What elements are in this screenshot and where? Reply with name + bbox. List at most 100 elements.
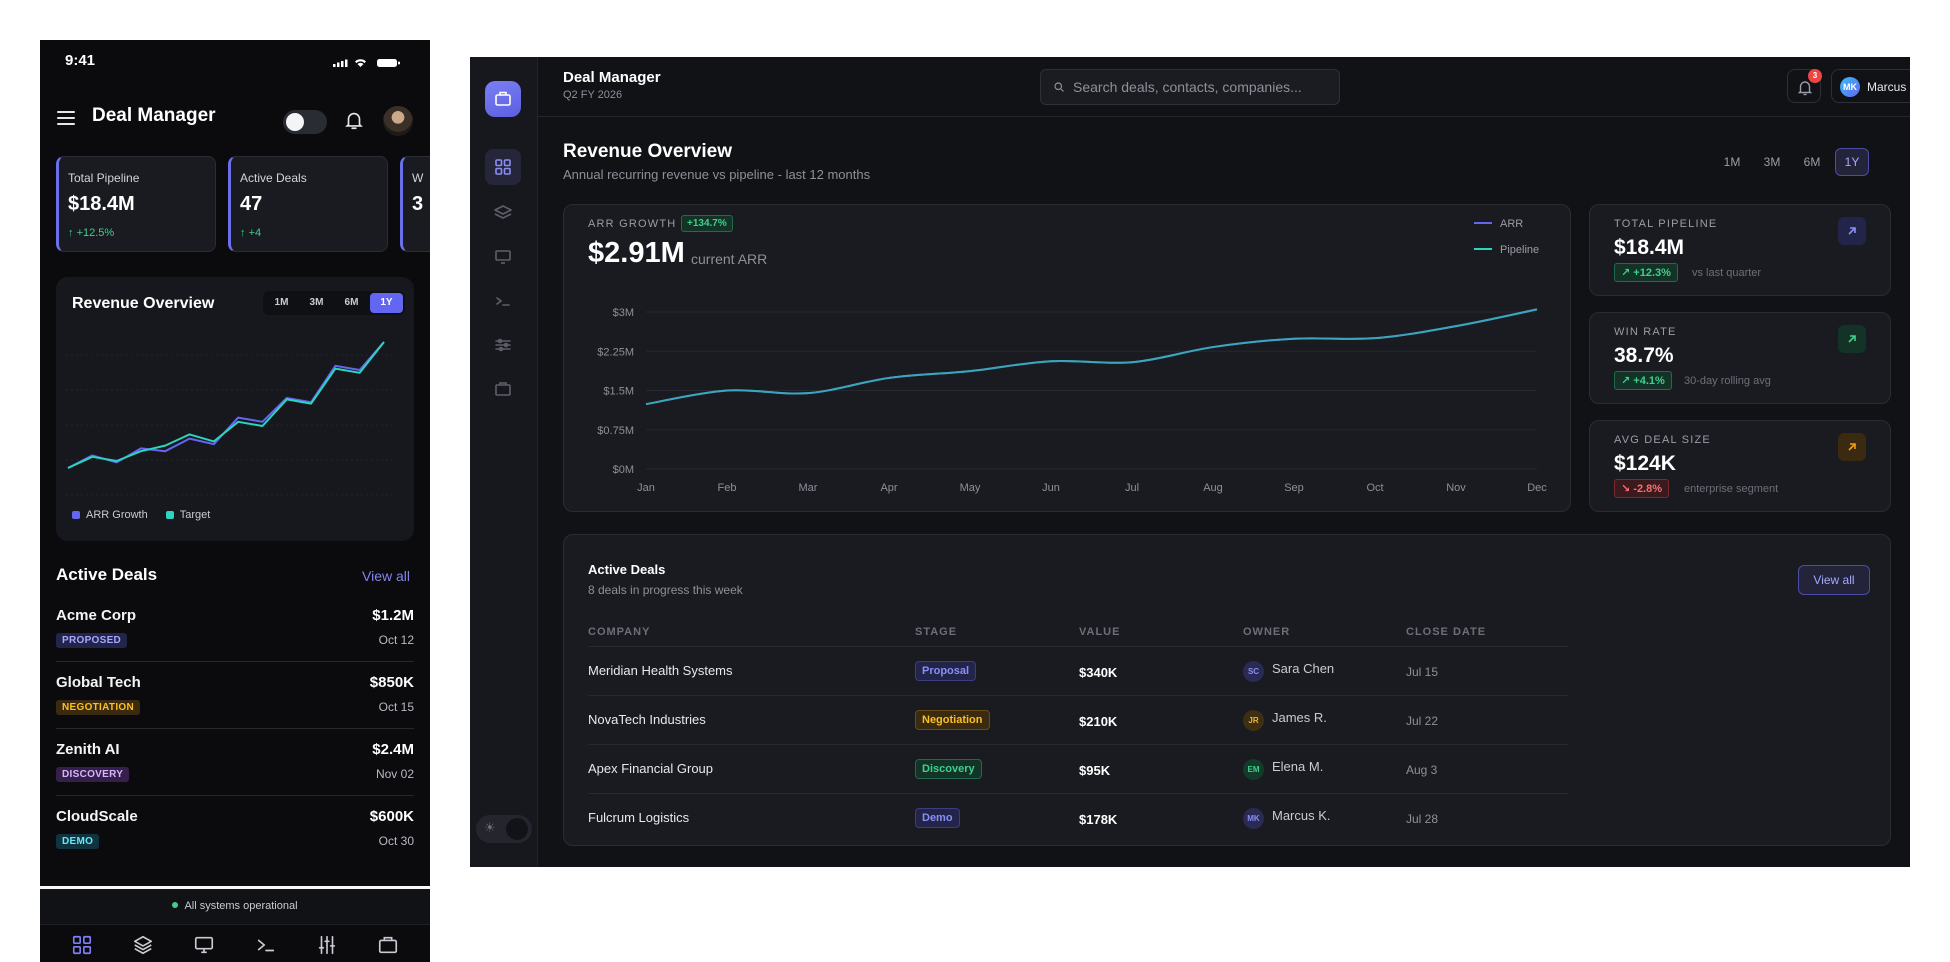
range-6m[interactable]: 6M xyxy=(1803,155,1821,169)
sliders-icon[interactable] xyxy=(316,934,338,956)
monitor-icon[interactable] xyxy=(491,245,515,269)
arr-value: $2.91M xyxy=(588,237,685,269)
grid-icon[interactable] xyxy=(71,934,93,956)
stage-badge: Demo xyxy=(915,808,960,828)
revenue-title: Revenue Overview xyxy=(72,295,215,312)
range-3m[interactable]: 3M xyxy=(1763,155,1781,169)
bell-icon xyxy=(1797,81,1813,96)
x-tick-label: Oct xyxy=(1366,482,1383,494)
range-1y[interactable]: 1Y xyxy=(1835,148,1869,176)
table-row[interactable]: Fulcrum Logistics Demo $178K MK Marcus K.… xyxy=(588,793,1568,842)
mobile-revenue-chart xyxy=(66,341,396,496)
deal-row[interactable]: Zenith AI DISCOVERY $2.4M Nov 02 xyxy=(56,729,414,796)
mobile-header: Deal Manager xyxy=(40,95,430,145)
series-line-arr xyxy=(645,308,1538,406)
stat-card-partial[interactable]: W 3 xyxy=(400,156,430,252)
layers-icon[interactable] xyxy=(132,934,154,956)
table-row[interactable]: Meridian Health Systems Proposal $340K S… xyxy=(588,646,1568,695)
x-tick-label: Jan xyxy=(637,482,655,494)
arrow-up-right-icon[interactable] xyxy=(1838,433,1866,461)
y-tick-label: $1.5M xyxy=(603,386,634,398)
theme-toggle[interactable]: ☀ xyxy=(476,815,532,843)
view-all-link[interactable]: View all xyxy=(362,568,410,584)
deals-title: Active Deals xyxy=(588,562,666,577)
table-row[interactable]: Apex Financial Group Discovery $95K EM El… xyxy=(588,744,1568,793)
cell-company: NovaTech Industries xyxy=(588,712,706,727)
cell-owner: EM Elena M. xyxy=(1243,759,1323,780)
arrow-up-right-icon[interactable] xyxy=(1838,325,1866,353)
stage-badge: DISCOVERY xyxy=(56,767,130,782)
avatar: MK xyxy=(1243,808,1264,829)
kpi-value: $124K xyxy=(1614,452,1676,475)
status-bar: 9:41 xyxy=(40,40,430,78)
trend-up-icon: ↗ xyxy=(1621,267,1631,279)
active-deals-table: Active Deals 8 deals in progress this we… xyxy=(563,534,1891,846)
arr-chart-panel: ARR GROWTH +134.7% $2.91M current ARR AR… xyxy=(563,204,1571,512)
range-1m[interactable]: 1M xyxy=(1723,155,1741,169)
status-dot-icon xyxy=(172,902,179,908)
grid-icon xyxy=(495,159,511,175)
terminal-icon[interactable] xyxy=(491,289,515,313)
column-header[interactable]: CLOSE DATE xyxy=(1406,626,1487,638)
theme-toggle[interactable] xyxy=(283,110,327,134)
sun-icon: ☀ xyxy=(484,820,496,835)
user-menu[interactable]: MK Marcus K. xyxy=(1831,69,1910,103)
stat-change: ↑ +4 xyxy=(240,227,262,239)
cell-value: $95K xyxy=(1079,763,1111,778)
range-3m[interactable]: 3M xyxy=(309,297,324,308)
deal-company: CloudScale xyxy=(56,808,138,825)
y-tick-label: $0M xyxy=(613,464,634,476)
monitor-icon[interactable] xyxy=(193,934,215,956)
revenue-card: Revenue Overview 1M 3M 6M 1Y ARR Growth … xyxy=(56,277,414,541)
stat-change: ↑ +12.5% xyxy=(68,227,115,239)
kpi-value: $18.4M xyxy=(1614,236,1685,259)
deal-amount: $2.4M xyxy=(372,741,414,758)
cell-owner: SC Sara Chen xyxy=(1243,661,1334,682)
menu-icon[interactable] xyxy=(57,111,75,125)
kpi-label: TOTAL PIPELINE xyxy=(1614,218,1718,230)
kpi-change: ↗ +4.1% xyxy=(1614,371,1672,390)
app-logo[interactable] xyxy=(485,81,521,117)
sliders-icon[interactable] xyxy=(491,333,515,357)
mobile-app: 9:41 Deal Manager Total Pipeline $18.4M … xyxy=(40,40,430,962)
stage-badge: Negotiation xyxy=(915,710,990,730)
active-deals-heading: Active Deals xyxy=(56,565,158,584)
arrow-up-right-icon[interactable] xyxy=(1838,217,1866,245)
column-header[interactable]: STAGE xyxy=(915,626,958,638)
stage-badge: PROPOSED xyxy=(56,633,128,648)
x-tick-label: Aug xyxy=(1203,482,1223,494)
range-6m[interactable]: 6M xyxy=(344,297,359,308)
deal-date: Oct 12 xyxy=(378,633,414,647)
terminal-icon[interactable] xyxy=(255,934,277,956)
kpi-total-pipeline: TOTAL PIPELINE $18.4M ↗ +12.3% vs last q… xyxy=(1589,204,1891,296)
column-header[interactable]: VALUE xyxy=(1079,626,1121,638)
briefcase-icon[interactable] xyxy=(491,377,515,401)
deal-company: Global Tech xyxy=(56,674,141,691)
bell-icon[interactable] xyxy=(343,109,365,131)
x-tick-label: May xyxy=(960,482,981,494)
briefcase-icon[interactable] xyxy=(377,934,399,956)
stage-badge: NEGOTIATION xyxy=(56,700,141,715)
range-1m[interactable]: 1M xyxy=(274,297,289,308)
avatar[interactable] xyxy=(383,106,413,136)
cell-close-date: Jul 22 xyxy=(1406,714,1439,728)
range-selector: 1M 3M 6M 1Y xyxy=(1715,148,1869,176)
view-all-button[interactable]: View all xyxy=(1798,565,1870,595)
deal-row[interactable]: Acme Corp PROPOSED $1.2M Oct 12 xyxy=(56,595,414,662)
deal-row[interactable]: Global Tech NEGOTIATION $850K Oct 15 xyxy=(56,662,414,729)
sidebar-item-dashboard[interactable] xyxy=(485,149,521,185)
series-line-target xyxy=(67,341,385,469)
stat-card-pipeline[interactable]: Total Pipeline $18.4M ↑ +12.5% xyxy=(56,156,216,252)
column-header[interactable]: COMPANY xyxy=(588,626,651,638)
table-row[interactable]: NovaTech Industries Negotiation $210K JR… xyxy=(588,695,1568,744)
stats-carousel[interactable]: Total Pipeline $18.4M ↑ +12.5% Active De… xyxy=(56,156,430,254)
notifications-button[interactable] xyxy=(1787,69,1821,103)
column-header[interactable]: OWNER xyxy=(1243,626,1291,638)
stat-card-active-deals[interactable]: Active Deals 47 ↑ +4 xyxy=(228,156,388,252)
deal-row[interactable]: CloudScale DEMO $600K Oct 30 xyxy=(56,796,414,863)
layers-icon[interactable] xyxy=(491,201,515,225)
arr-growth-badge: +134.7% xyxy=(681,215,733,232)
search-input[interactable]: Search deals, contacts, companies... xyxy=(1040,69,1340,105)
deal-date: Oct 30 xyxy=(378,834,414,848)
range-1y[interactable]: 1Y xyxy=(370,293,403,313)
